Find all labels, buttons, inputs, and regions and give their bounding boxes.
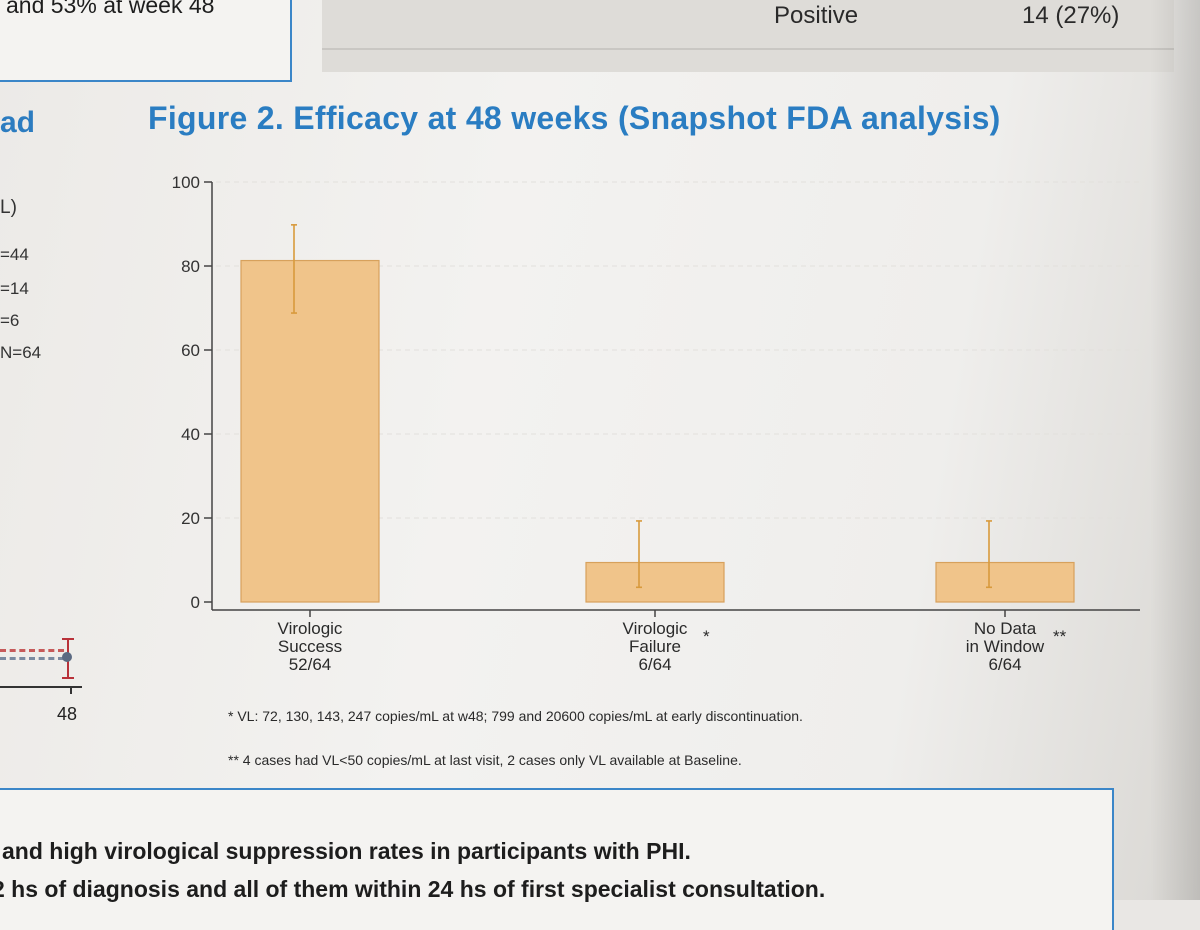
poster-background: [0, 0, 1200, 900]
efficacy-bar-chart: 020406080100VirologicSuccess52/64Virolog…: [172, 173, 1140, 674]
x-category-label: No Data: [974, 619, 1037, 638]
left-panel-axis-unit: L): [0, 197, 17, 218]
conclusion-line: 2 hs of diagnosis and all of them within…: [0, 876, 826, 902]
x-category-label: 6/64: [638, 655, 671, 674]
x-category-label: Virologic: [623, 619, 688, 638]
table-divider: [322, 48, 1174, 50]
bar: [935, 561, 1075, 603]
x-category-label: 52/64: [289, 655, 332, 674]
mini-plot-x-axis: [0, 686, 82, 688]
figure-title: Figure 2. Efficacy at 48 weeks (Snapshot…: [148, 100, 1001, 136]
y-tick-label: 40: [181, 425, 200, 444]
left-panel-row: =14: [0, 279, 29, 298]
x-category-label: Virologic: [278, 619, 343, 638]
bar: [240, 259, 380, 603]
mini-plot-tick-label: 48: [57, 704, 78, 724]
left-panel-row: =6: [0, 311, 20, 330]
bar: [585, 561, 725, 603]
mini-plot-error-cap: [62, 638, 74, 640]
left-panel-heading: ad: [0, 106, 36, 139]
table-row-value: 14 (27%): [1022, 2, 1120, 29]
top-left-result-text: and 53% at week 48: [6, 0, 215, 18]
x-category-label: Failure: [629, 637, 681, 656]
y-tick-label: 0: [191, 593, 200, 612]
poster-edge-shadow: [1150, 0, 1200, 900]
conclusion-line: and high virological suppression rates i…: [2, 838, 691, 864]
left-panel-row: N=64: [0, 343, 42, 362]
y-tick-label: 20: [181, 509, 200, 528]
footnote-virologic-failure: * VL: 72, 130, 143, 247 copies/mL at w48…: [228, 708, 803, 724]
conclusions-box: and high virological suppression rates i…: [0, 788, 1114, 930]
x-category-label: in Window: [966, 637, 1045, 656]
x-category-marker: *: [703, 627, 710, 646]
footnote-no-data: ** 4 cases had VL<50 copies/mL at last v…: [228, 752, 742, 768]
mini-plot-error-cap: [62, 677, 74, 679]
mini-plot-tick: [70, 686, 72, 694]
mini-plot-line-red: [0, 649, 64, 652]
table-row-label: Positive: [774, 2, 859, 29]
x-category-marker: **: [1053, 627, 1067, 646]
y-tick-label: 80: [181, 257, 200, 276]
left-panel-row: =44: [0, 245, 29, 264]
top-left-result-box: and 53% at week 48: [0, 0, 292, 82]
y-tick-label: 60: [181, 341, 200, 360]
y-tick-label: 100: [172, 173, 200, 192]
x-category-label: Success: [278, 637, 342, 656]
mini-plot-line-blue: [0, 657, 64, 660]
baseline-table: Positive 14 (27%): [322, 0, 1174, 72]
x-category-label: 6/64: [988, 655, 1021, 674]
mini-plot-point: [62, 652, 72, 662]
